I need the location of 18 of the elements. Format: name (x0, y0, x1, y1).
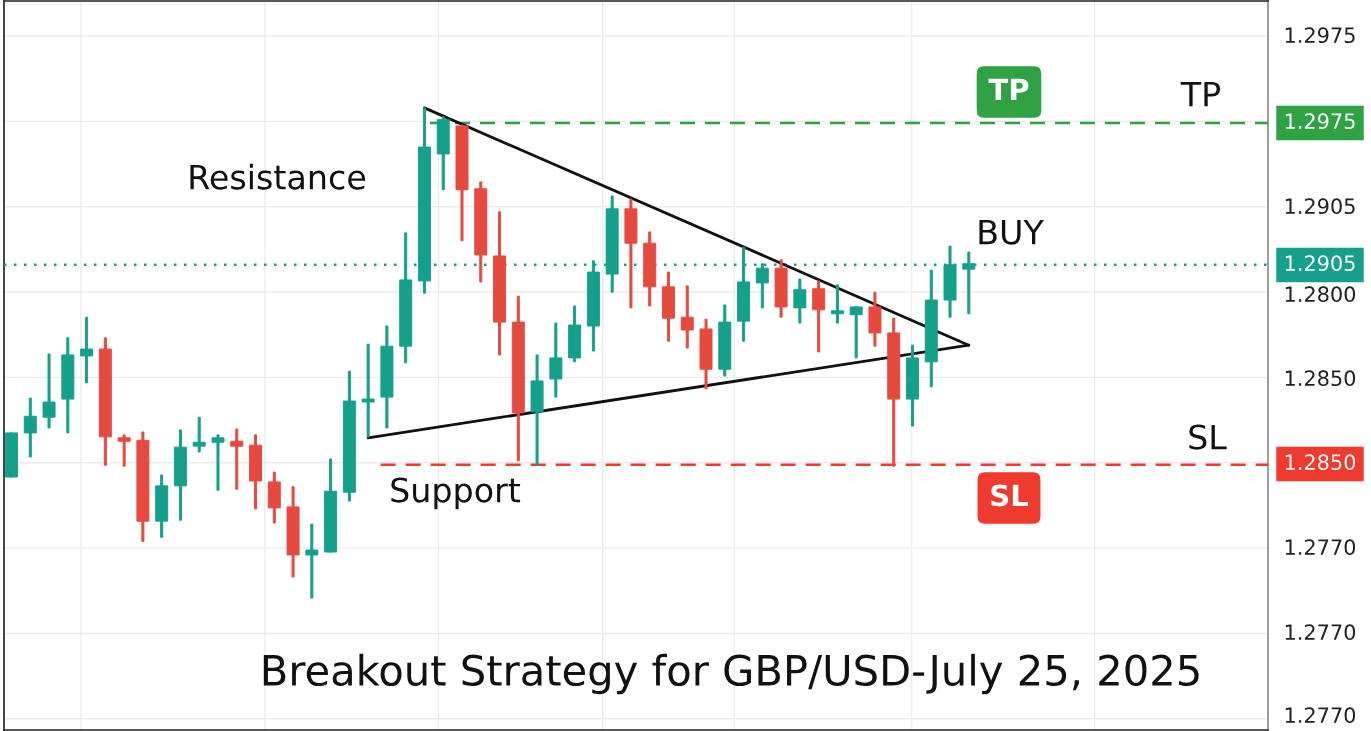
text: 1.2850 (1285, 370, 1356, 387)
text: SL (991, 484, 1028, 507)
text: 1.2800 (1285, 286, 1356, 303)
text: 1.2770 (1285, 539, 1356, 556)
text: 1.2850 (1285, 454, 1356, 471)
text: TP (1180, 81, 1221, 107)
text: TP (988, 78, 1029, 101)
text: 1.2905 (1285, 255, 1355, 272)
text: Breakout Strategy for GBP/USD-July 25, 2025 (263, 653, 1199, 695)
text: 1.2905 (1285, 198, 1355, 215)
text: 1.2975 (1285, 27, 1355, 44)
text: BUY (979, 219, 1044, 245)
annotation: Support (391, 477, 521, 510)
text: 1.2770 (1285, 707, 1356, 724)
annotation: Resistance (190, 163, 366, 190)
text: SL (1189, 424, 1227, 450)
text: 1.2975 (1285, 113, 1355, 130)
text: 1.2770 (1285, 624, 1356, 641)
